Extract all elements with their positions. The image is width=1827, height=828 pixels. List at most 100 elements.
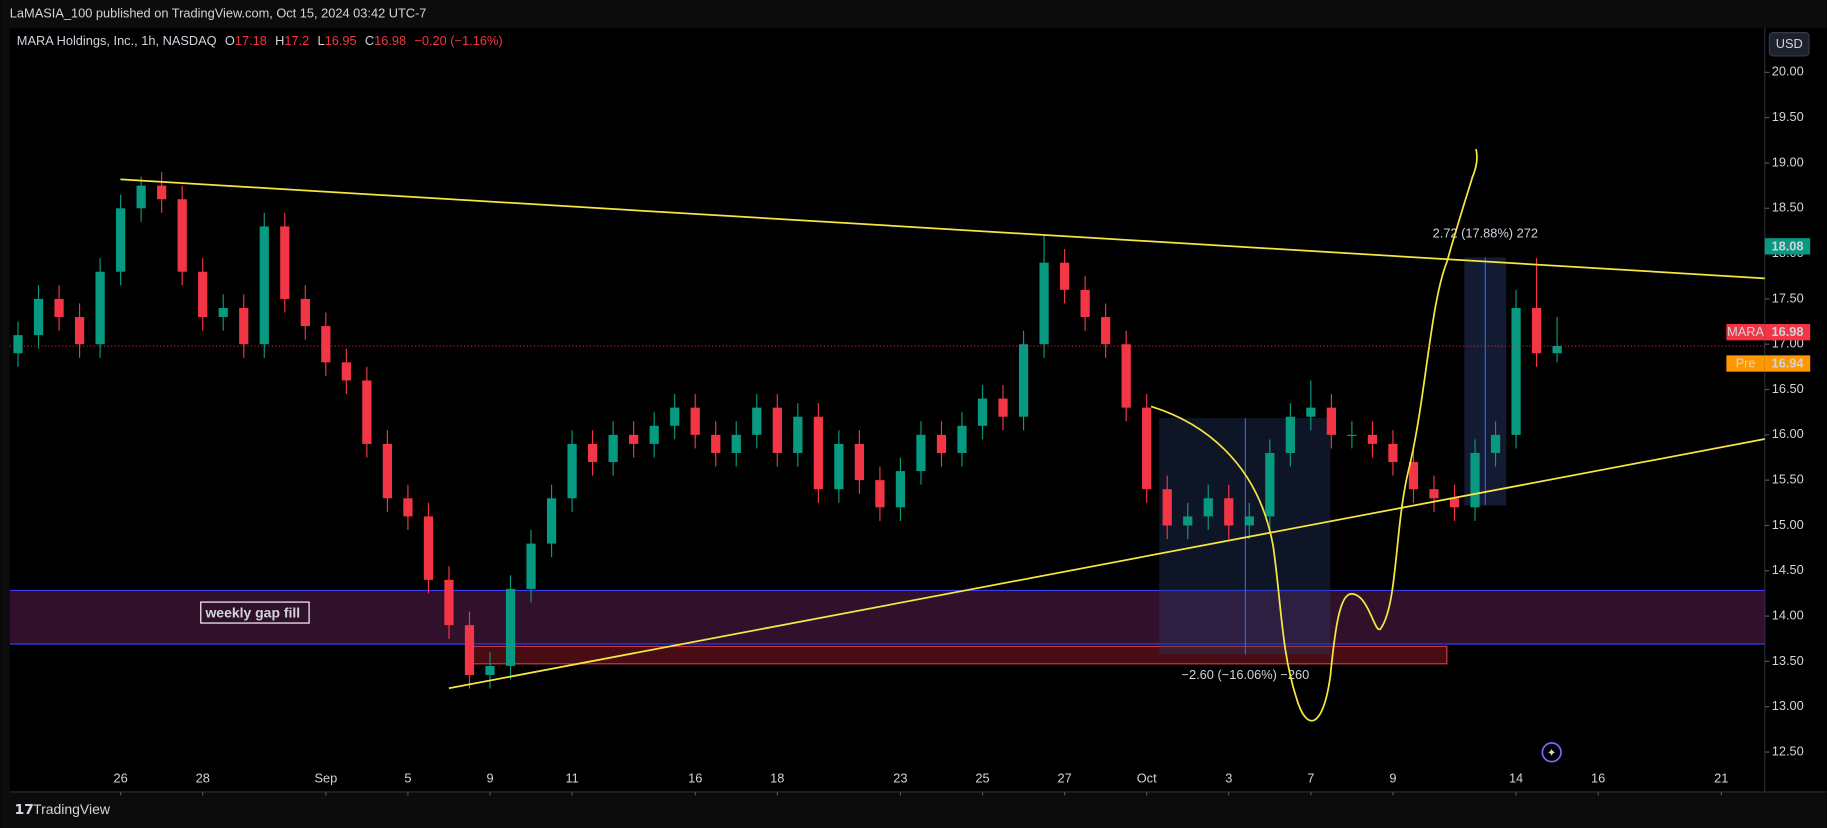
candle-body: [567, 443, 577, 499]
candle-body: [875, 480, 885, 508]
x-tick-label: 7: [1307, 770, 1314, 785]
x-tick-label: 26: [114, 770, 128, 785]
x-tick-label: 18: [770, 770, 784, 785]
candle-body: [977, 398, 988, 426]
candle-body: [1203, 498, 1213, 517]
ohlc-value: 16.95: [325, 33, 357, 48]
y-tick-label: 12.50: [1772, 743, 1804, 758]
candle-body: [1244, 516, 1254, 526]
change: −0.20 (−1.16%): [414, 33, 502, 48]
candle-body: [1429, 489, 1439, 499]
icon[interactable]: [1541, 742, 1562, 763]
candle-body: [300, 298, 310, 327]
candle-body: [198, 271, 208, 318]
candle-body: [649, 425, 659, 444]
measure-label: −2.60 (−16.06%) −260: [1182, 667, 1310, 682]
candle-body: [1490, 434, 1501, 453]
candle-body: [731, 434, 741, 453]
y-tick-label: 15.00: [1772, 517, 1804, 532]
candle-body: [1306, 407, 1316, 417]
ohlc-key: O: [225, 33, 235, 48]
x-tick-label: 11: [565, 770, 578, 785]
x-tick-label: 16: [688, 770, 702, 785]
candle-body: [136, 185, 146, 209]
candle-body: [608, 434, 618, 463]
x-tick-label: 16: [1591, 770, 1605, 785]
candle-body: [423, 516, 434, 580]
x-tick-label: 9: [1389, 770, 1396, 785]
x-tick-label: 14: [1509, 770, 1523, 785]
x-tick-label: 3: [1225, 770, 1232, 785]
y-tick-label: 13.00: [1772, 698, 1804, 713]
price-tag-bg: [1764, 355, 1811, 372]
candle-body: [1224, 498, 1234, 526]
price-tag-bg: [1764, 238, 1811, 255]
y-tick-label: 16.50: [1772, 381, 1804, 396]
y-tick-label: 15.50: [1772, 472, 1804, 487]
candle-body: [587, 443, 598, 463]
x-tick-label: 25: [975, 770, 989, 785]
candle-body: [33, 298, 44, 336]
candle-body: [259, 226, 269, 345]
price-tag-value: 16.98: [1771, 324, 1803, 339]
x-tick-label: 9: [486, 770, 493, 785]
candle-body: [854, 443, 865, 481]
price-tag-name: Pre: [1736, 355, 1756, 370]
candle-body: [54, 298, 64, 318]
ohlc-value: 17.2: [284, 33, 309, 48]
candle-body: [813, 416, 823, 490]
candle-body: [403, 498, 413, 517]
currency[interactable]: USD: [1776, 36, 1803, 51]
candle-body: [1347, 434, 1357, 437]
ohlc-key: H: [275, 33, 284, 48]
candle-body: [546, 498, 557, 544]
symbol-title: MARA Holdings, Inc., 1h, NASDAQ: [17, 33, 217, 48]
y-tick-label: 13.50: [1772, 653, 1804, 668]
x-tick-label: 23: [893, 770, 907, 785]
icon[interactable]: ✦: [1547, 747, 1557, 760]
candle-body: [834, 443, 844, 490]
candle-body: [670, 407, 680, 426]
candle-body: [1449, 498, 1460, 508]
price-axis-area: [1764, 27, 1827, 792]
candle-body: [916, 434, 926, 472]
ohlc-value: 16.98: [374, 33, 406, 48]
plot-area: [9, 27, 1765, 792]
candle-body: [362, 380, 372, 444]
candle-body: [690, 407, 700, 435]
candle-body: [444, 579, 454, 626]
y-tick-label: 14.50: [1772, 562, 1804, 577]
candle-body: [1101, 317, 1111, 345]
x-tick-label: 28: [196, 770, 210, 785]
x-tick-label: Sep: [314, 770, 337, 785]
brand-logo: 𝟭𝟳: [14, 801, 33, 817]
candle-body: [505, 588, 516, 666]
candle-body: [280, 226, 290, 299]
candle-body: [485, 665, 495, 675]
candle-body: [1080, 289, 1090, 318]
trendline: [448, 438, 1765, 690]
candle-body: [13, 335, 23, 354]
ohlc-key: C: [365, 33, 374, 48]
candle-body: [464, 625, 475, 675]
candle-body: [239, 307, 249, 345]
candle-body: [1531, 307, 1542, 354]
candle-body: [1142, 407, 1152, 490]
currency-button[interactable]: [1768, 32, 1810, 57]
candle-body: [895, 471, 906, 508]
ohlc-value: 17.18: [235, 33, 267, 48]
x-tick-label: Oct: [1137, 770, 1157, 785]
price-tag-name: MARA: [1727, 324, 1764, 339]
y-tick-label: 19.50: [1772, 109, 1804, 124]
publisher: LaMASIA_100 published on TradingView.com…: [10, 5, 427, 20]
price-tag-value: 16.94: [1771, 355, 1804, 370]
candle-body: [629, 434, 639, 444]
candle-body: [1326, 407, 1336, 435]
candle-body: [936, 434, 947, 453]
candle-body: [1183, 516, 1193, 526]
candle-body: [1162, 489, 1172, 526]
candle-body: [1121, 344, 1131, 408]
candle-body: [341, 362, 351, 381]
